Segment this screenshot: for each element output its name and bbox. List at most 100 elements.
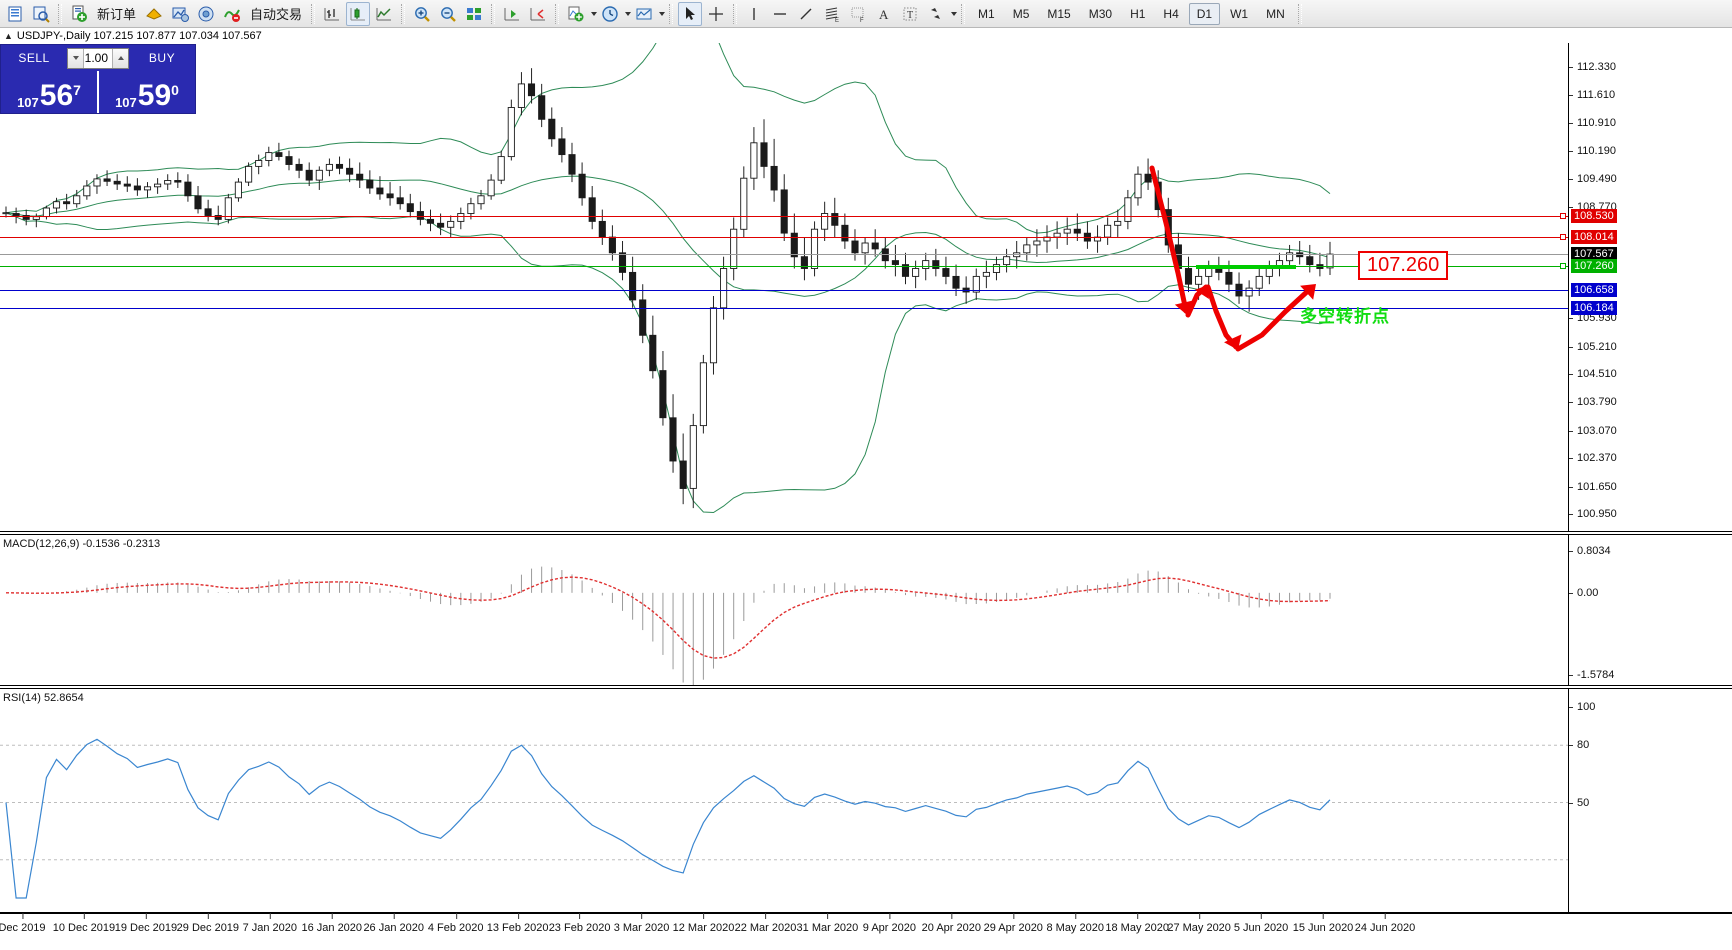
- svg-text:E: E: [835, 18, 839, 23]
- expert-advisor-icon[interactable]: [142, 2, 166, 26]
- price-level-line-107.567[interactable]: [0, 254, 1568, 256]
- text-box-icon[interactable]: T: [898, 2, 922, 26]
- vertical-line-icon[interactable]: [742, 2, 766, 26]
- price-plot[interactable]: 107.260 多空转折点: [0, 43, 1568, 531]
- tile-windows-icon[interactable]: [462, 2, 486, 26]
- price-axis-tick: 103.790: [1569, 396, 1617, 408]
- price-callout: 107.260: [1358, 251, 1449, 281]
- macd-plot[interactable]: MACD(12,26,9) -0.1536 -0.2313: [0, 535, 1568, 685]
- volume-increase-button[interactable]: [112, 48, 128, 68]
- bar-chart-icon[interactable]: [320, 2, 344, 26]
- sell-big-figure: 107: [17, 95, 39, 110]
- price-level-line-106.184[interactable]: [0, 308, 1568, 310]
- periods-dropdown-caret[interactable]: [625, 11, 632, 16]
- timeframe-d1[interactable]: D1: [1188, 2, 1221, 25]
- level-handle[interactable]: [1560, 263, 1566, 270]
- price-level-line-108.53[interactable]: [0, 216, 1568, 218]
- new-order-button[interactable]: 新订单: [93, 2, 140, 26]
- price-axis-tick: 101.650: [1569, 481, 1617, 493]
- autotrading-icon[interactable]: [220, 2, 244, 26]
- timeframe-mn[interactable]: MN: [1266, 6, 1285, 21]
- macd-pane[interactable]: MACD(12,26,9) -0.1536 -0.2313 0.8034 0.00…: [0, 534, 1732, 686]
- date-axis-tick: 27 May 2020: [1167, 913, 1231, 934]
- data-window-icon[interactable]: [29, 2, 53, 26]
- crosshair-icon[interactable]: [704, 2, 728, 26]
- svg-text:A: A: [879, 7, 889, 22]
- text-label-icon[interactable]: A: [872, 2, 896, 26]
- sell-price-button[interactable]: 107 56 7: [1, 71, 97, 113]
- auto-scroll-icon[interactable]: [500, 2, 524, 26]
- navigator-icon[interactable]: [194, 2, 218, 26]
- symbol-info-text: USDJPY-,Daily 107.215 107.877 107.034 10…: [16, 29, 262, 42]
- templates-icon[interactable]: [632, 2, 656, 26]
- indicators-icon[interactable]: [564, 2, 588, 26]
- zoom-out-icon[interactable]: [436, 2, 460, 26]
- candlestick-chart-icon[interactable]: [346, 1, 371, 26]
- date-axis-tick: 10 Dec 2019: [52, 913, 116, 934]
- timeframe-m30[interactable]: M30: [1088, 6, 1113, 21]
- price-axis-tick: 103.070: [1569, 425, 1617, 437]
- date-axis-tick: 18 May 2020: [1105, 913, 1169, 934]
- date-axis-tick: 5 Jun 2020: [1233, 913, 1289, 934]
- price-axis[interactable]: 112.330 111.610 110.910 110.190 109.490 108.7…: [1568, 43, 1732, 531]
- fibonacci-icon[interactable]: E: [820, 2, 844, 26]
- buy-big-figure: 107: [115, 95, 137, 110]
- buy-fraction: 0: [171, 82, 179, 98]
- rsi-plot[interactable]: RSI(14) 52.8654: [0, 689, 1568, 912]
- rsi-pane[interactable]: RSI(14) 52.8654 100 80 50: [0, 688, 1732, 913]
- indicators-dropdown-caret[interactable]: [591, 11, 598, 16]
- timeframe-w1[interactable]: W1: [1230, 6, 1249, 21]
- cursor-icon[interactable]: [678, 1, 703, 26]
- timeframe-m15[interactable]: M15: [1047, 6, 1071, 21]
- price-axis-tick: 110.910: [1569, 117, 1616, 129]
- templates-dropdown-caret[interactable]: [659, 11, 666, 16]
- price-level-line-107.26[interactable]: [0, 266, 1568, 268]
- terminal-icon[interactable]: [168, 2, 192, 26]
- shapes-icon[interactable]: [924, 2, 948, 26]
- new-order-label: 新订单: [97, 7, 137, 22]
- date-axis-tick: 19 Dec 2019: [114, 913, 178, 934]
- autotrading-button[interactable]: 自动交易: [246, 2, 306, 26]
- collapse-arrow-icon[interactable]: ▲: [4, 30, 13, 41]
- price-axis-tick: 111.610: [1569, 89, 1615, 101]
- volume-value[interactable]: 1.00: [84, 50, 108, 65]
- price-axis-tick: 104.510: [1569, 368, 1617, 380]
- level-handle[interactable]: [1560, 213, 1566, 220]
- level-handle[interactable]: [1560, 233, 1566, 240]
- horizontal-line-icon[interactable]: [768, 2, 792, 26]
- buy-price-button[interactable]: 107 59 0: [97, 71, 195, 113]
- rsi-label: RSI(14) 52.8654: [3, 692, 87, 704]
- date-axis-tick: 15 Jun 2020: [1292, 913, 1354, 934]
- symbol-info-bar: ▲ USDJPY-,Daily 107.215 107.877 107.034 …: [0, 28, 1732, 43]
- price-level-line-106.658[interactable]: [0, 289, 1568, 291]
- chart-area[interactable]: 107.260 多空转折点 112.330 111.610 110.910 110.19…: [0, 43, 1732, 950]
- date-axis-tick: Dec 2019: [0, 913, 46, 934]
- rsi-axis-tick: 50: [1569, 797, 1589, 809]
- timeframe-m5[interactable]: M5: [1012, 6, 1030, 21]
- trendline-icon[interactable]: [794, 2, 818, 26]
- chart-shift-icon[interactable]: [526, 2, 550, 26]
- timeframe-h4[interactable]: H4: [1163, 6, 1179, 21]
- date-axis-tick: 29 Dec 2019: [176, 913, 240, 934]
- price-level-line-108.014[interactable]: [0, 236, 1568, 238]
- candlestick-svg: [2, 43, 1334, 514]
- volume-decrease-button[interactable]: [68, 48, 84, 68]
- new-order-icon[interactable]: [67, 2, 91, 26]
- date-axis[interactable]: Dec 2019 10 Dec 2019 19 Dec 2019 29 Dec 201…: [0, 913, 1732, 950]
- equidistant-channel-icon[interactable]: F: [846, 2, 870, 26]
- line-chart-icon[interactable]: [372, 2, 396, 26]
- zoom-in-icon[interactable]: [410, 2, 434, 26]
- oct-price-row: 107 56 7 107 59 0: [1, 71, 195, 113]
- one-click-trading-panel[interactable]: SELL 1.00 BUY 107 56 7 107 59 0: [0, 44, 196, 114]
- timeframe-m1[interactable]: M1: [978, 6, 995, 21]
- chinese-annotation-note: 多空转折点: [1300, 306, 1390, 326]
- shapes-dropdown-caret[interactable]: [951, 11, 958, 16]
- price-pane[interactable]: 107.260 多空转折点 112.330 111.610 110.910 110.19…: [0, 43, 1732, 532]
- periods-icon[interactable]: [598, 2, 622, 26]
- sell-label: SELL: [18, 51, 50, 65]
- timeframe-h1[interactable]: H1: [1130, 6, 1146, 21]
- volume-stepper[interactable]: 1.00: [67, 47, 129, 69]
- market-watch-icon[interactable]: [3, 2, 27, 26]
- price-tag-black: 107.567: [1571, 247, 1617, 262]
- toolbar-separator: [491, 3, 496, 24]
